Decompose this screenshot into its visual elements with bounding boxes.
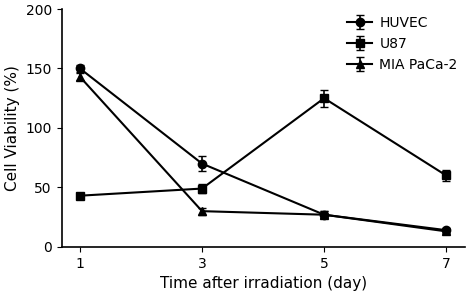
- Y-axis label: Cell Viability (%): Cell Viability (%): [5, 65, 20, 191]
- X-axis label: Time after irradiation (day): Time after irradiation (day): [160, 276, 366, 291]
- Legend: HUVEC, U87, MIA PaCa-2: HUVEC, U87, MIA PaCa-2: [347, 16, 457, 72]
